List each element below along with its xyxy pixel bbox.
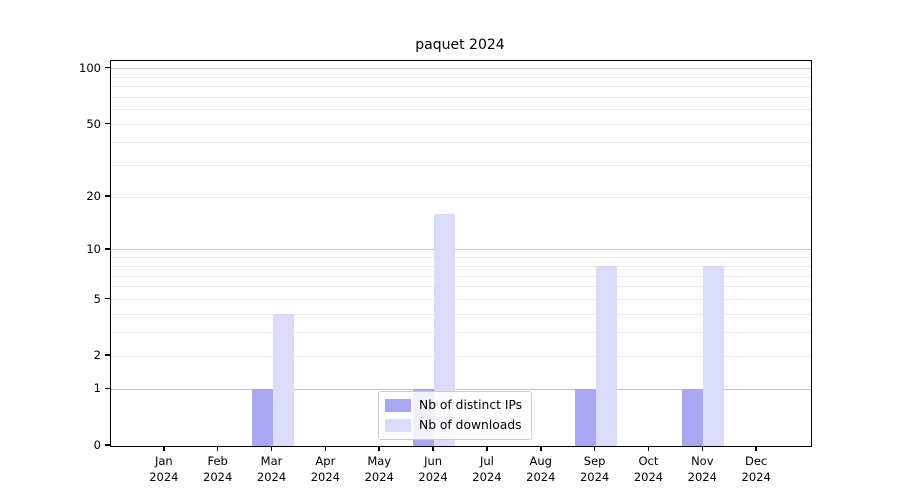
x-tick-mark-jan [163, 446, 165, 451]
gridline-y-100 [111, 68, 811, 70]
x-tick-mark-sep [593, 446, 596, 451]
gridline-y-1 [111, 388, 811, 390]
x-tick-label-mar-2024: Mar 2024 [256, 454, 287, 484]
gridline-y-50 [111, 124, 811, 126]
gridline-y-90 [111, 76, 811, 78]
x-tick-mark-mar [270, 446, 273, 451]
gridline-y-9 [111, 257, 811, 259]
bar-downloads-sep [595, 266, 617, 446]
y-tick-label-0: 0 [93, 438, 101, 452]
gridline-y-6 [111, 286, 811, 288]
y-tick-mark-100 [105, 66, 110, 69]
gridline-y-3 [111, 332, 811, 334]
x-tick-mark-oct [647, 446, 650, 451]
y-tick-label-5: 5 [93, 291, 101, 306]
bar-distinct-ips-nov [682, 389, 704, 446]
gridline-y-20 [111, 196, 811, 198]
y-tick-label-100: 100 [79, 60, 101, 75]
legend-swatch-downloads [385, 418, 411, 432]
y-tick-mark-1 [105, 387, 110, 390]
gridline-y-2 [111, 355, 811, 357]
y-tick-mark-10 [105, 248, 110, 250]
x-tick-label-apr-2024: Apr 2024 [310, 454, 341, 484]
x-tick-mark-jul [486, 446, 488, 451]
x-tick-label-may-2024: May 2024 [364, 454, 394, 484]
x-tick-mark-dec [755, 446, 757, 451]
x-tick-mark-may [378, 446, 380, 451]
legend: Nb of distinct IPs Nb of downloads [378, 391, 533, 440]
plot-area [110, 60, 812, 447]
legend-entry-distinct-ips: Nb of distinct IPs [385, 397, 522, 413]
bar-downloads-mar [272, 314, 294, 446]
gridline-y-60 [111, 109, 811, 111]
legend-label-downloads: Nb of downloads [419, 418, 522, 432]
x-tick-label-jul-2024: Jul 2024 [472, 454, 502, 484]
gridline-y-80 [111, 86, 811, 88]
y-tick-mark-0 [105, 444, 110, 446]
x-tick-label-jun-2024: Jun 2024 [418, 454, 448, 484]
gridline-y-70 [111, 97, 811, 99]
gridline-y-8 [111, 265, 811, 267]
y-tick-label-20: 20 [86, 189, 101, 204]
gridline-y-40 [111, 141, 811, 143]
x-tick-label-sep-2024: Sep 2024 [579, 454, 610, 484]
y-tick-mark-20 [105, 195, 110, 197]
y-tick-mark-5 [105, 297, 110, 300]
bar-distinct-ips-mar [251, 389, 273, 446]
x-tick-mark-jun [432, 446, 434, 451]
x-tick-label-nov-2024: Nov 2024 [687, 454, 717, 484]
x-tick-label-jan-2024: Jan 2024 [149, 454, 179, 484]
legend-swatch-distinct-ips [385, 398, 411, 412]
x-tick-label-feb-2024: Feb 2024 [203, 454, 233, 484]
y-tick-label-10: 10 [86, 241, 101, 256]
bar-distinct-ips-sep [574, 389, 596, 446]
x-tick-mark-nov [701, 446, 704, 451]
x-tick-label-dec-2024: Dec 2024 [741, 454, 771, 484]
legend-entry-downloads: Nb of downloads [385, 417, 522, 433]
chart-title: paquet 2024 [415, 37, 505, 53]
y-tick-mark-50 [105, 122, 110, 125]
y-tick-label-2: 2 [93, 348, 101, 363]
x-tick-label-aug-2024: Aug 2024 [526, 454, 556, 484]
gridline-y-4 [111, 313, 811, 315]
x-tick-mark-feb [216, 446, 219, 451]
x-tick-mark-aug [540, 446, 542, 451]
gridline-y-5 [111, 299, 811, 301]
gridline-y-7 [111, 275, 811, 277]
y-tick-label-1: 1 [93, 381, 101, 396]
bar-downloads-nov [703, 266, 725, 446]
x-tick-mark-apr [324, 446, 327, 451]
legend-label-distinct-ips: Nb of distinct IPs [419, 398, 523, 412]
y-tick-mark-2 [105, 354, 110, 356]
y-tick-label-50: 50 [86, 116, 101, 131]
gridline-y-30 [111, 164, 811, 166]
bar-downloads-jun [434, 214, 456, 446]
gridline-y-10 [111, 249, 811, 251]
x-tick-label-oct-2024: Oct 2024 [633, 454, 664, 484]
